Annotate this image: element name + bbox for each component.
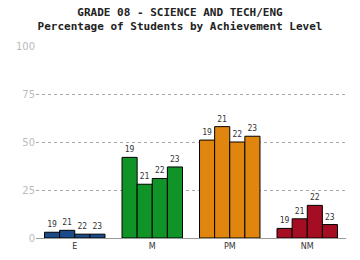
svg-text:22: 22 [77, 222, 87, 231]
svg-text:21: 21 [140, 172, 150, 181]
svg-text:NM: NM [301, 242, 314, 251]
svg-text:19: 19 [202, 128, 212, 137]
svg-text:23: 23 [93, 222, 103, 231]
svg-text:19: 19 [280, 216, 290, 225]
svg-text:25: 25 [22, 185, 35, 196]
svg-text:22: 22 [155, 166, 165, 175]
svg-text:22: 22 [232, 130, 242, 139]
svg-text:100: 100 [16, 41, 35, 52]
svg-text:0: 0 [29, 233, 35, 244]
svg-text:E: E [72, 242, 77, 251]
svg-text:19: 19 [125, 145, 135, 154]
svg-text:23: 23 [170, 155, 180, 164]
svg-text:23: 23 [248, 124, 258, 133]
svg-text:PM: PM [224, 242, 236, 251]
svg-text:21: 21 [295, 207, 305, 216]
svg-text:22: 22 [310, 193, 320, 202]
svg-text:21: 21 [217, 115, 227, 124]
svg-text:23: 23 [325, 213, 335, 222]
svg-text:19: 19 [47, 220, 57, 229]
svg-text:21: 21 [62, 218, 72, 227]
svg-text:M: M [149, 242, 156, 251]
svg-text:50: 50 [22, 137, 35, 148]
svg-text:75: 75 [22, 89, 35, 100]
svg-text:GRADE 08 - SCIENCE AND TECH/EN: GRADE 08 - SCIENCE AND TECH/ENGPercentag… [38, 6, 323, 33]
